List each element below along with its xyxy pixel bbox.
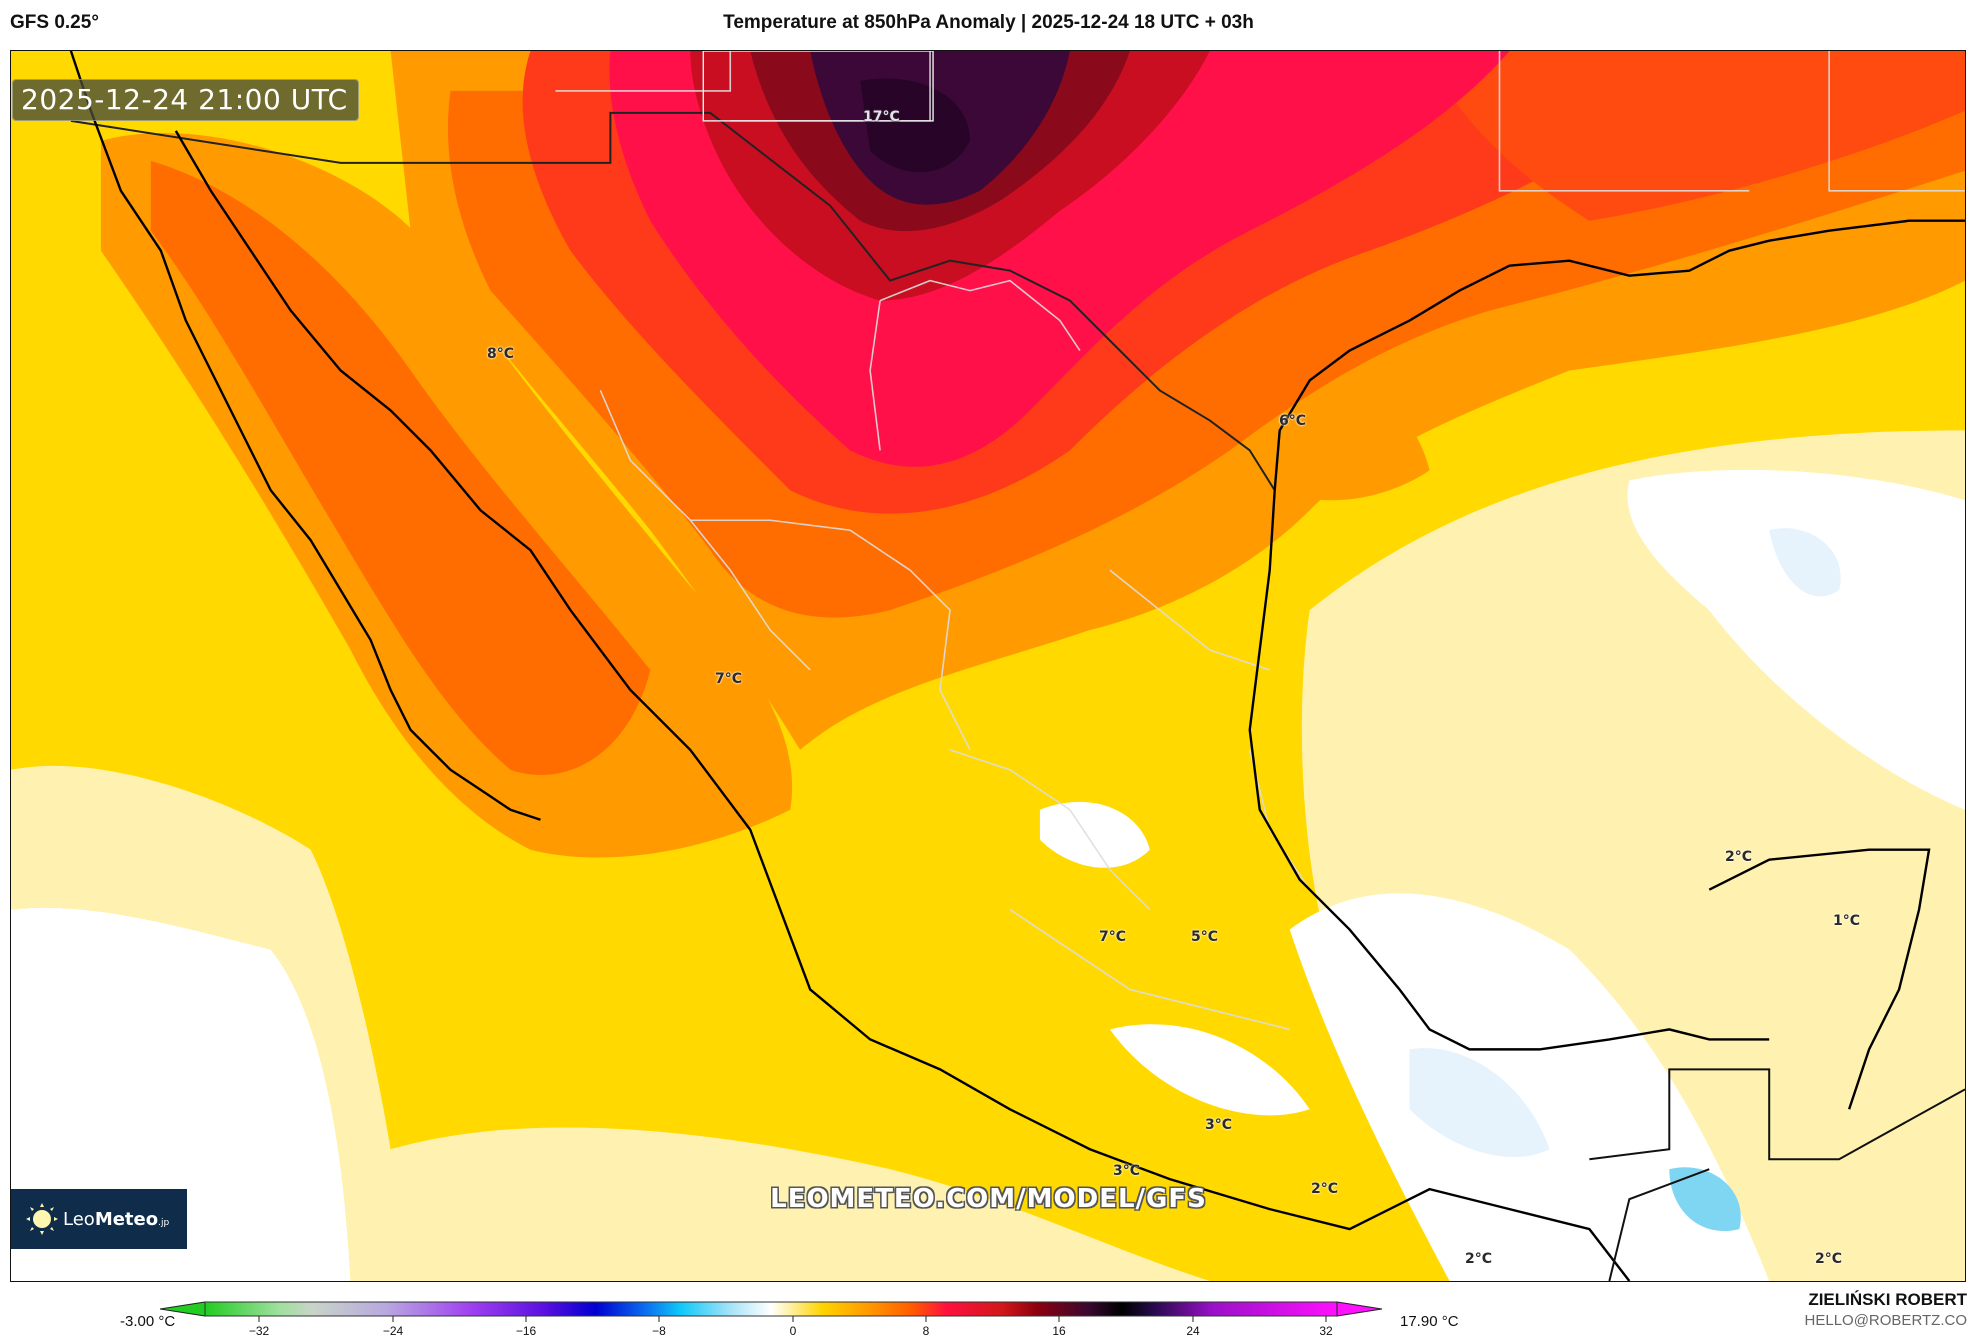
chart-title: Temperature at 850hPa Anomaly | 2025-12-… [723, 12, 1254, 33]
temperature-label: 17°C [863, 109, 900, 125]
temperature-anomaly-field [11, 51, 1965, 1281]
colorbar-tick: 0 [789, 1324, 797, 1338]
author-name: ZIELIŃSKI ROBERT [1808, 1290, 1967, 1309]
source-watermark[interactable]: LEOMETEO.COM/MODEL/GFS [770, 1184, 1207, 1214]
temperature-label: 2°C [1725, 849, 1753, 865]
colorbar-tick: 8 [922, 1324, 930, 1338]
colorbar-tick: −8 [652, 1324, 666, 1338]
colorbar-tick: 32 [1319, 1324, 1333, 1338]
colorbar [160, 1301, 1383, 1322]
valid-time-stamp: 2025-12-24 21:00 UTC [12, 79, 359, 121]
colorbar-max-label: 17.90 °C [1400, 1313, 1459, 1330]
colorbar-tick: −24 [382, 1324, 404, 1338]
temperature-label: 2°C [1465, 1251, 1493, 1267]
colorbar-min-label: -3.00 °C [120, 1313, 176, 1330]
temperature-label: 6°C [1279, 413, 1307, 429]
author-email[interactable]: HELLO@ROBERTZ.CO [1804, 1312, 1967, 1329]
colorbar-tick: 16 [1052, 1324, 1066, 1338]
logo-text: LeoMeteo.jp [63, 1208, 170, 1230]
temperature-label: 2°C [1311, 1181, 1339, 1197]
anomaly-map[interactable]: 2025-12-24 21:00 UTC 17°C 8°C 6°C 7°C 7°… [10, 50, 1966, 1282]
temperature-label: 7°C [1099, 929, 1127, 945]
temperature-label: 1°C [1833, 913, 1861, 929]
temperature-label: 2°C [1815, 1251, 1843, 1267]
temperature-label: 3°C [1205, 1117, 1233, 1133]
temperature-label: 8°C [487, 346, 515, 362]
colorbar-tick: 24 [1186, 1324, 1200, 1338]
author-credit: ZIELIŃSKI ROBERT HELLO@ROBERTZ.CO [1805, 1290, 1967, 1329]
colorbar-tick: −32 [248, 1324, 270, 1338]
sun-icon [25, 1202, 59, 1236]
colorbar-tick: −16 [515, 1324, 537, 1338]
leometeo-logo[interactable]: LeoMeteo.jp [11, 1189, 187, 1249]
temperature-label: 7°C [715, 671, 743, 687]
temperature-label: 5°C [1191, 929, 1219, 945]
model-label: GFS 0.25° [10, 12, 99, 33]
temperature-label: 3°C [1113, 1163, 1141, 1179]
